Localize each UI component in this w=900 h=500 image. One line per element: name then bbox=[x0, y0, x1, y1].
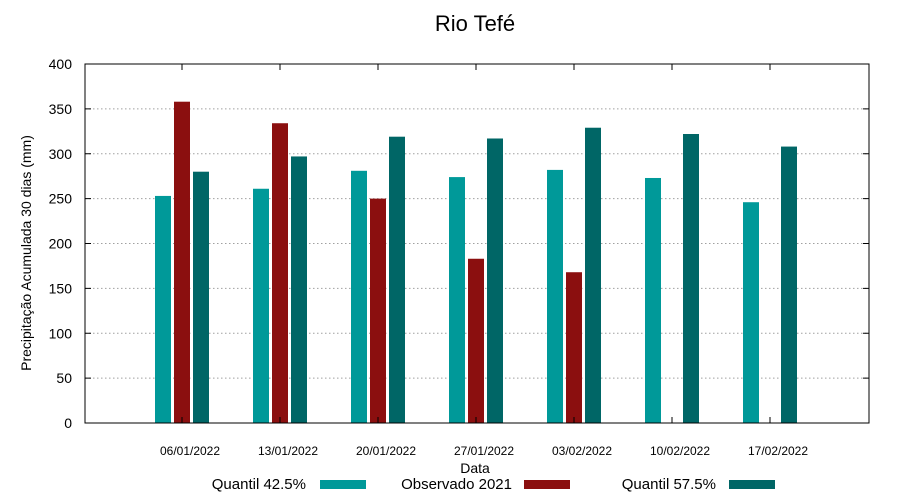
y-axis-label: Precipitação Acumulada 30 dias (mm) bbox=[18, 135, 34, 371]
bar-series-3-3 bbox=[389, 136, 405, 423]
legend: Quantil 42.5% Observado 2021 Quantil 57.5% bbox=[212, 476, 775, 493]
bar-series-1-7 bbox=[743, 202, 759, 423]
x-tick-label: 20/01/2022 bbox=[356, 444, 416, 458]
bar-series-1-3 bbox=[351, 170, 367, 423]
legend-label: Observado 2021 bbox=[401, 476, 512, 493]
y-tick-label: 100 bbox=[49, 325, 73, 341]
legend-swatch bbox=[524, 480, 570, 489]
x-axis-ticks: 06/01/2022 13/01/2022 20/01/2022 27/01/2022… bbox=[160, 64, 808, 458]
x-tick-label: 10/02/2022 bbox=[650, 444, 710, 458]
bar-series-2-1 bbox=[174, 101, 190, 423]
y-tick-label: 200 bbox=[49, 236, 73, 252]
bar-series-1-4 bbox=[449, 177, 465, 423]
bar-series-2-5 bbox=[566, 272, 582, 423]
legend-swatch bbox=[729, 480, 775, 489]
x-tick-label: 17/02/2022 bbox=[748, 444, 808, 458]
bar-series-1-2 bbox=[253, 188, 269, 423]
x-tick-label: 13/01/2022 bbox=[258, 444, 318, 458]
y-axis-ticks: 0 50 100 150 200 250 300 350 400 bbox=[49, 56, 869, 431]
legend-swatch bbox=[320, 480, 366, 489]
y-tick-label: 300 bbox=[49, 146, 73, 162]
bars bbox=[155, 101, 797, 424]
bar-series-3-7 bbox=[781, 146, 797, 423]
bar-series-3-5 bbox=[585, 127, 601, 423]
bar-series-3-2 bbox=[291, 156, 307, 423]
bar-series-3-1 bbox=[193, 171, 209, 423]
bar-series-3-4 bbox=[487, 138, 503, 423]
bar-series-1-5 bbox=[547, 169, 563, 423]
y-tick-label: 0 bbox=[64, 415, 72, 431]
y-tick-label: 150 bbox=[49, 280, 73, 296]
y-tick-label: 50 bbox=[56, 370, 72, 386]
bar-series-2-3 bbox=[370, 198, 386, 423]
x-tick-label: 03/02/2022 bbox=[552, 444, 612, 458]
x-tick-label: 06/01/2022 bbox=[160, 444, 220, 458]
bar-series-2-2 bbox=[272, 123, 288, 424]
chart-title: Rio Tefé bbox=[435, 11, 515, 36]
bar-series-1-6 bbox=[645, 177, 661, 423]
bar-series-1-1 bbox=[155, 195, 171, 423]
x-axis-label: Data bbox=[460, 460, 490, 476]
legend-label: Quantil 42.5% bbox=[212, 476, 306, 493]
bar-series-3-6 bbox=[683, 134, 699, 423]
legend-label: Quantil 57.5% bbox=[622, 476, 716, 493]
x-tick-label: 27/01/2022 bbox=[454, 444, 514, 458]
y-tick-label: 350 bbox=[49, 101, 73, 117]
y-tick-label: 400 bbox=[49, 56, 73, 72]
y-tick-label: 250 bbox=[49, 191, 73, 207]
bar-series-2-4 bbox=[468, 258, 484, 423]
